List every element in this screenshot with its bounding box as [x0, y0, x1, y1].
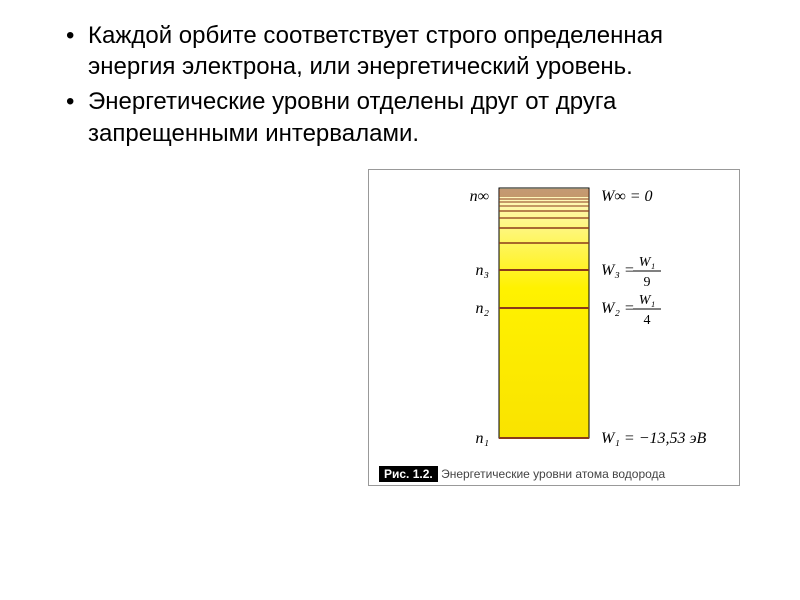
figure-container: n₁ W₁ = −13,53 эВ n₂ W₂ = W₁ 4 n₃ W₃ = W₁ 9 n∞ W∞ =…: [60, 169, 740, 486]
bullet-item: Каждой орбите соответствует строго опред…: [60, 20, 740, 82]
bullet-item: Энергетические уровни отделены друг от д…: [60, 86, 740, 148]
svg-text:W∞ = 0: W∞ = 0: [601, 188, 653, 205]
energy-diagram: n₁ W₁ = −13,53 эВ n₂ W₂ = W₁ 4 n₃ W₃ = W₁ 9 n∞ W∞ =…: [379, 178, 729, 458]
svg-text:9: 9: [644, 275, 651, 290]
svg-text:W₂ =: W₂ =: [601, 300, 635, 317]
svg-text:n₃: n₃: [475, 262, 489, 279]
svg-text:W₁: W₁: [639, 255, 656, 270]
svg-text:n₂: n₂: [475, 300, 489, 317]
figure-box: n₁ W₁ = −13,53 эВ n₂ W₂ = W₁ 4 n₃ W₃ = W₁ 9 n∞ W∞ =…: [368, 169, 740, 486]
caption-text: Энергетические уровни атома водорода: [438, 467, 665, 481]
svg-text:W₃ =: W₃ =: [601, 262, 635, 279]
svg-text:n∞: n∞: [470, 188, 489, 205]
svg-text:n₁: n₁: [475, 430, 489, 447]
figure-caption: Рис. 1.2. Энергетические уровни атома во…: [379, 467, 729, 481]
svg-text:W₁: W₁: [639, 293, 656, 308]
svg-text:W₁ = −13,53 эВ: W₁ = −13,53 эВ: [601, 430, 707, 447]
svg-text:4: 4: [644, 313, 651, 328]
bullet-list: Каждой орбите соответствует строго опред…: [60, 20, 740, 149]
caption-tag: Рис. 1.2.: [379, 466, 438, 482]
